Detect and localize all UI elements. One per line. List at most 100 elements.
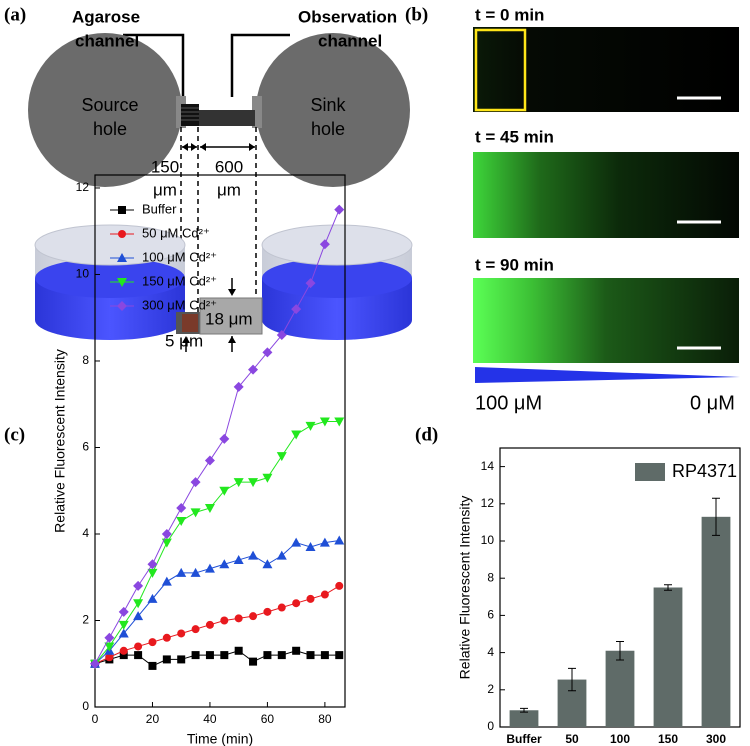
data-point xyxy=(248,550,259,560)
legend-marker xyxy=(117,301,127,311)
y-tick-label: 12 xyxy=(76,180,90,194)
time-label: t = 45 min xyxy=(475,127,554,146)
bar xyxy=(653,587,683,727)
data-point xyxy=(147,593,158,603)
y-tick-label: 6 xyxy=(487,608,494,622)
data-point xyxy=(335,651,344,660)
data-point xyxy=(134,642,143,651)
pointer xyxy=(230,33,290,97)
x-tick-label: Buffer xyxy=(506,732,542,746)
label: Sink xyxy=(310,95,346,115)
y-tick-label: 14 xyxy=(481,459,495,473)
data-point xyxy=(292,646,301,655)
data-point xyxy=(334,535,345,545)
data-point xyxy=(249,657,258,666)
legend-label: 50 μM Cd²⁺ xyxy=(142,225,210,240)
data-point xyxy=(320,651,329,660)
y-tick-label: 8 xyxy=(82,353,89,367)
panel-label: (c) xyxy=(4,424,25,445)
agarose-stripes xyxy=(181,107,199,121)
x-tick-label: 50 xyxy=(565,732,579,746)
error-bar xyxy=(712,497,720,536)
data-point xyxy=(248,364,259,375)
data-point xyxy=(276,550,287,560)
data-point xyxy=(176,567,187,577)
data-point xyxy=(204,504,215,514)
legend-label: Buffer xyxy=(142,201,177,216)
data-point xyxy=(177,629,186,638)
data-point xyxy=(305,278,316,289)
legend-marker xyxy=(117,253,127,262)
observation-block xyxy=(199,297,263,335)
x-tick-label: 300 xyxy=(706,732,726,746)
legend-swatch xyxy=(635,463,665,481)
data-point xyxy=(277,603,286,612)
data-point xyxy=(118,606,129,617)
data-point xyxy=(118,620,129,630)
y-tick-label: 12 xyxy=(481,496,495,510)
device-side-view xyxy=(34,224,413,352)
x-tick-label: 80 xyxy=(318,712,332,726)
fluorescence-image xyxy=(473,152,739,238)
x-tick-label: 20 xyxy=(146,712,160,726)
data-point xyxy=(263,607,272,616)
data-point xyxy=(319,537,330,547)
label: Source xyxy=(81,95,138,115)
data-point xyxy=(147,568,158,578)
cylinder-top xyxy=(34,224,186,266)
error-bar xyxy=(520,707,528,713)
data-point xyxy=(249,612,258,621)
y-tick-label: 4 xyxy=(82,526,89,540)
data-point xyxy=(147,559,158,570)
label: μm xyxy=(153,180,177,199)
legend-label: 150 μM Cd²⁺ xyxy=(142,273,217,288)
label: 18 μm xyxy=(205,309,253,328)
fluorescence-image xyxy=(473,278,739,363)
water-surface xyxy=(262,258,412,298)
data-point xyxy=(262,473,273,483)
series-line xyxy=(94,539,340,665)
water-surface xyxy=(35,258,185,298)
plot-frame xyxy=(94,174,346,708)
data-point xyxy=(190,567,201,577)
data-point xyxy=(233,554,244,564)
bar xyxy=(605,650,635,727)
x-tick-label: 100 xyxy=(610,732,630,746)
panel-label: (a) xyxy=(4,4,26,25)
error-bar xyxy=(568,667,576,692)
data-point xyxy=(205,651,214,660)
data-point xyxy=(191,625,200,634)
data-point xyxy=(133,611,144,621)
series-line xyxy=(94,650,340,667)
y-tick-label: 2 xyxy=(487,682,494,696)
y-tick-label: 0 xyxy=(487,719,494,733)
label: channel xyxy=(318,31,382,50)
y-tick-label: 0 xyxy=(82,699,89,713)
data-point xyxy=(234,614,243,623)
x-tick-label: 60 xyxy=(261,712,275,726)
error-bar xyxy=(664,584,672,591)
data-point xyxy=(162,633,171,642)
y-axis-title: Relative Fluorescent Intensity xyxy=(457,496,473,680)
data-point xyxy=(90,658,100,669)
arrow-head xyxy=(182,143,255,151)
legend-marker xyxy=(118,206,126,214)
agarose-channel xyxy=(181,104,199,126)
pointer xyxy=(123,33,185,97)
y-axis-title: Relative Fluorescent Intensity xyxy=(52,349,68,533)
data-point xyxy=(161,528,172,539)
data-point xyxy=(276,330,287,341)
agarose-block xyxy=(182,314,198,332)
legend-marker xyxy=(118,230,126,238)
observation-channel xyxy=(199,110,255,126)
gradient-wedge xyxy=(475,367,740,383)
data-point xyxy=(305,421,316,431)
data-point xyxy=(105,653,114,662)
y-tick-label: 10 xyxy=(481,533,495,547)
data-point xyxy=(220,616,229,625)
data-point xyxy=(234,646,243,655)
label: 5 μm xyxy=(165,331,203,350)
data-point xyxy=(262,347,273,358)
legend-label: RP4371 xyxy=(672,461,737,481)
